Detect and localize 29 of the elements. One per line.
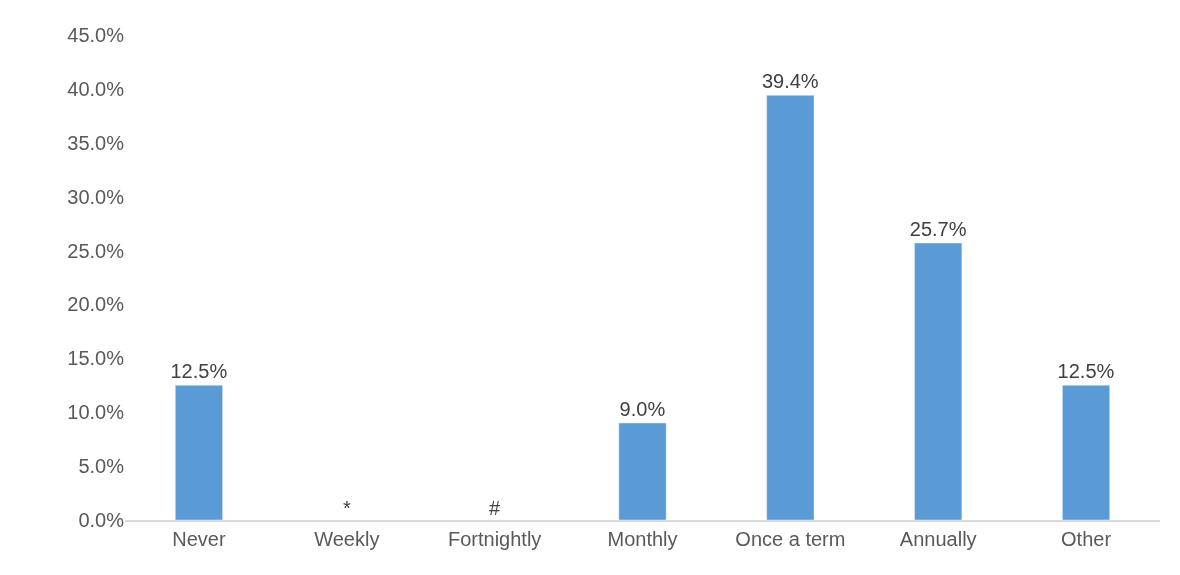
bar [618,422,667,520]
y-tick-label: 40.0% [67,77,125,100]
y-tick-label: 35.0% [67,131,125,154]
x-tick-label: Annually [899,527,977,550]
x-tick-label: Once a term [735,527,846,550]
y-tick-label: 5.0% [78,455,125,478]
data-label: 12.5% [170,360,228,383]
x-tick-label: Other [1061,527,1112,550]
y-tick-label: 10.0% [67,401,125,424]
text: * [342,497,351,519]
data-label: 39.4% [761,70,819,93]
y-tick-label: 30.0% [67,185,125,208]
bar [766,95,815,520]
data-label: 25.7% [909,218,967,241]
data-label: 9.0% [619,398,666,420]
bar [175,385,223,520]
data-label: 12.5% [1057,360,1115,383]
x-tick-label: Monthly [607,527,678,550]
text: # [489,497,501,519]
y-tick-label: 45.0% [67,24,125,46]
y-tick-label: 25.0% [67,239,125,262]
y-tick-label: 20.0% [67,293,125,316]
x-tick-label: Fortnightly [447,527,542,550]
x-tick-label: Never [172,527,226,550]
y-tick-label: 0.0% [78,509,125,531]
y-tick-label: 15.0% [67,347,125,370]
bar [914,242,963,520]
x-tick-label: Weekly [314,527,380,550]
bar [1062,385,1110,520]
